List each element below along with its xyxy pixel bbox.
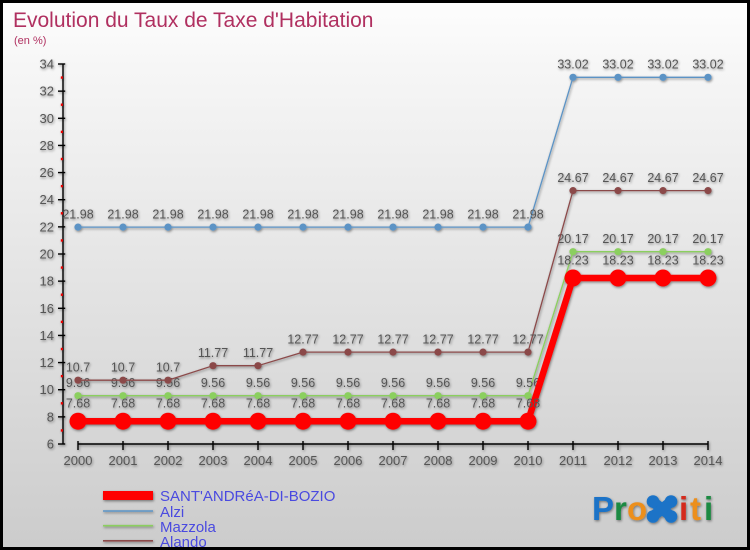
svg-text:i: i xyxy=(704,490,713,527)
svg-text:2011: 2011 xyxy=(559,453,587,468)
svg-text:21.98: 21.98 xyxy=(467,208,498,222)
svg-text:10.7: 10.7 xyxy=(111,361,135,375)
svg-text:21.98: 21.98 xyxy=(287,208,318,222)
svg-text:7.68: 7.68 xyxy=(111,397,135,411)
svg-text:2004: 2004 xyxy=(244,453,273,468)
svg-text:7.68: 7.68 xyxy=(201,397,225,411)
svg-text:Alando: Alando xyxy=(160,534,207,550)
svg-text:20.17: 20.17 xyxy=(557,232,588,246)
svg-text:9.56: 9.56 xyxy=(246,376,270,390)
svg-text:21.98: 21.98 xyxy=(332,208,363,222)
svg-text:24.67: 24.67 xyxy=(692,171,723,185)
svg-text:33.02: 33.02 xyxy=(692,58,723,72)
svg-text:26: 26 xyxy=(40,165,54,180)
svg-text:20: 20 xyxy=(40,247,54,262)
svg-text:7.68: 7.68 xyxy=(156,397,180,411)
svg-text:20.17: 20.17 xyxy=(647,232,678,246)
svg-text:7.68: 7.68 xyxy=(381,397,405,411)
svg-text:24.67: 24.67 xyxy=(602,171,633,185)
svg-text:SANT'ANDRéA-DI-BOZIO: SANT'ANDRéA-DI-BOZIO xyxy=(160,488,335,505)
svg-text:9.56: 9.56 xyxy=(291,376,315,390)
svg-text:9.56: 9.56 xyxy=(381,376,405,390)
svg-text:2007: 2007 xyxy=(379,453,408,468)
svg-text:P: P xyxy=(592,490,614,527)
svg-text:33.02: 33.02 xyxy=(647,58,678,72)
svg-text:21.98: 21.98 xyxy=(377,208,408,222)
svg-text:7.68: 7.68 xyxy=(291,397,315,411)
svg-text:21.98: 21.98 xyxy=(62,208,93,222)
svg-text:12.77: 12.77 xyxy=(287,333,318,347)
svg-text:7.68: 7.68 xyxy=(516,397,540,411)
svg-text:20.17: 20.17 xyxy=(692,232,723,246)
svg-text:2008: 2008 xyxy=(424,453,453,468)
svg-text:32: 32 xyxy=(40,84,54,99)
svg-text:2002: 2002 xyxy=(154,453,183,468)
svg-text:20.17: 20.17 xyxy=(602,232,633,246)
svg-text:7.68: 7.68 xyxy=(426,397,450,411)
svg-text:22: 22 xyxy=(40,219,54,234)
svg-text:21.98: 21.98 xyxy=(152,208,183,222)
svg-text:18.23: 18.23 xyxy=(602,254,633,268)
svg-text:33.02: 33.02 xyxy=(557,58,588,72)
svg-text:34: 34 xyxy=(40,57,54,72)
svg-text:9.56: 9.56 xyxy=(201,376,225,390)
svg-text:2000: 2000 xyxy=(64,453,93,468)
svg-text:2009: 2009 xyxy=(469,453,498,468)
svg-text:33.02: 33.02 xyxy=(602,58,633,72)
svg-text:18.23: 18.23 xyxy=(647,254,678,268)
svg-text:10.7: 10.7 xyxy=(156,361,180,375)
svg-text:12.77: 12.77 xyxy=(332,333,363,347)
svg-text:18.23: 18.23 xyxy=(557,254,588,268)
svg-text:24.67: 24.67 xyxy=(647,171,678,185)
svg-text:21.98: 21.98 xyxy=(512,208,543,222)
svg-text:12.77: 12.77 xyxy=(467,333,498,347)
svg-text:21.98: 21.98 xyxy=(107,208,138,222)
svg-text:2003: 2003 xyxy=(199,453,228,468)
svg-text:2014: 2014 xyxy=(694,453,723,468)
svg-text:t: t xyxy=(690,490,701,527)
svg-text:9.56: 9.56 xyxy=(426,376,450,390)
svg-text:24: 24 xyxy=(40,192,54,207)
svg-text:12: 12 xyxy=(40,355,54,370)
svg-text:2010: 2010 xyxy=(514,453,543,468)
svg-text:24.67: 24.67 xyxy=(557,171,588,185)
svg-text:12.77: 12.77 xyxy=(512,333,543,347)
svg-text:11.77: 11.77 xyxy=(198,346,228,360)
svg-text:16: 16 xyxy=(40,301,54,316)
svg-text:7.68: 7.68 xyxy=(471,397,495,411)
svg-text:r: r xyxy=(614,490,627,527)
svg-text:i: i xyxy=(679,490,688,527)
svg-text:12.77: 12.77 xyxy=(422,333,453,347)
svg-text:28: 28 xyxy=(40,138,54,153)
svg-text:9.56: 9.56 xyxy=(471,376,495,390)
svg-text:21.98: 21.98 xyxy=(197,208,228,222)
svg-text:7.68: 7.68 xyxy=(246,397,270,411)
svg-text:10: 10 xyxy=(40,382,54,397)
svg-text:18: 18 xyxy=(40,274,54,289)
svg-text:2001: 2001 xyxy=(109,453,138,468)
svg-text:7.68: 7.68 xyxy=(66,397,90,411)
svg-text:30: 30 xyxy=(40,111,54,126)
svg-text:21.98: 21.98 xyxy=(422,208,453,222)
svg-text:10.7: 10.7 xyxy=(66,361,90,375)
svg-text:2006: 2006 xyxy=(334,453,363,468)
svg-text:11.77: 11.77 xyxy=(243,346,273,360)
svg-text:18.23: 18.23 xyxy=(692,254,723,268)
svg-text:2005: 2005 xyxy=(289,453,318,468)
svg-text:7.68: 7.68 xyxy=(336,397,360,411)
svg-text:2012: 2012 xyxy=(604,453,633,468)
svg-text:o: o xyxy=(627,490,647,527)
svg-text:12.77: 12.77 xyxy=(377,333,408,347)
svg-text:14: 14 xyxy=(40,328,54,343)
svg-text:6: 6 xyxy=(47,437,54,452)
svg-text:2013: 2013 xyxy=(649,453,678,468)
svg-text:9.56: 9.56 xyxy=(336,376,360,390)
svg-text:21.98: 21.98 xyxy=(242,208,273,222)
svg-text:8: 8 xyxy=(47,409,54,424)
